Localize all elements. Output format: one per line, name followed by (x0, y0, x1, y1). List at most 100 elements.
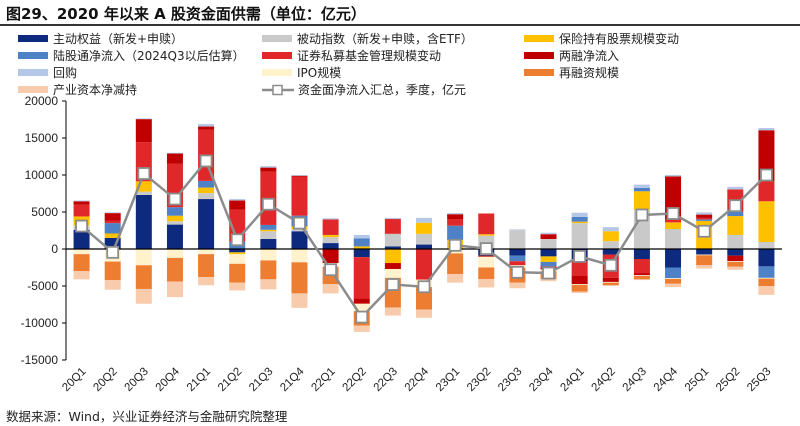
legend: 主动权益（新发+申赎） 被动指数（新发+申赎，含ETF） 保险持有股票规模变动 陆股通… (0, 28, 800, 98)
legend-item: 资金面净流入汇总，季度，亿元 (262, 81, 466, 98)
bar-segment (602, 285, 619, 286)
bar-segment (229, 252, 246, 255)
legend-item: 产业资本净减持 (18, 81, 137, 98)
legend-label: 被动指数（新发+申赎，含ETF） (297, 32, 473, 46)
bar-segment (384, 219, 401, 234)
bar-segment (166, 215, 183, 222)
bar-segment (166, 257, 183, 282)
source-note: 数据来源：Wind，兴业证券经济与金融研究院整理 (6, 409, 288, 424)
legend-swatch (18, 35, 48, 42)
total-marker (542, 266, 555, 280)
bar-segment (478, 255, 495, 257)
x-tick-label: 22Q2 (340, 366, 368, 394)
bar-segment (540, 239, 557, 249)
legend-item: 回购 (18, 64, 77, 81)
bar-segment (571, 212, 588, 217)
bar-segment (602, 231, 619, 242)
bar-segment (727, 216, 744, 235)
bar-segment (571, 216, 588, 222)
bar-segment (73, 200, 90, 202)
legend-swatch (262, 84, 294, 96)
bar-segment (322, 219, 339, 235)
bar-segment (665, 267, 682, 279)
bar-segment (665, 278, 682, 279)
legend-label: 证券私募基金管理规模变动 (297, 49, 442, 63)
bar-segment (447, 253, 464, 275)
bar-segment (229, 200, 246, 210)
bar-segment (540, 249, 557, 257)
bar-segment (353, 249, 370, 258)
legend-item: 主动权益（新发+申赎） (18, 30, 183, 47)
bar-segment (291, 176, 308, 216)
bar-segment (727, 255, 744, 262)
bar-segment (166, 224, 183, 249)
total-marker (293, 216, 306, 230)
bar-segment (633, 273, 650, 276)
bar-segment (665, 222, 682, 230)
bar-segment (229, 263, 246, 283)
bar-segment (260, 249, 277, 261)
bar-segment (633, 187, 650, 192)
bar-segment (291, 262, 308, 294)
total-marker (479, 242, 493, 256)
bar-segment (727, 261, 744, 262)
bar-segment (384, 268, 401, 278)
x-tick-label: 21Q1 (185, 366, 213, 394)
bar-segment (602, 281, 619, 283)
bar-segment (696, 265, 713, 269)
bar-segment (540, 261, 557, 267)
bar-segment (384, 246, 401, 249)
legend-swatch (262, 35, 292, 42)
bar-segment (104, 223, 121, 234)
bar-segment (291, 175, 308, 176)
bar-segment (353, 298, 370, 304)
bar-segment (416, 233, 432, 245)
x-tick-label: 25Q3 (745, 366, 773, 394)
bar-segment (665, 175, 682, 177)
bar-segment (198, 123, 215, 127)
bar-segment (135, 288, 152, 304)
bar-segment (696, 214, 713, 218)
bar-segment (758, 128, 775, 131)
bar-segment (166, 207, 183, 216)
legend-swatch (524, 52, 554, 59)
bar-segment (758, 286, 775, 295)
legend-label: 产业资本净减持 (53, 83, 138, 97)
x-tick-label: 24Q3 (621, 366, 649, 394)
bar-segment (166, 152, 183, 154)
bar-segment (166, 221, 183, 225)
y-tick-label: 15000 (25, 131, 59, 145)
x-tick-label: 25Q2 (714, 366, 742, 394)
bar-segment (602, 227, 619, 232)
bar-segment (104, 233, 121, 238)
bar-segment (198, 199, 215, 249)
legend-swatch (262, 69, 292, 76)
bar-segment (135, 194, 152, 249)
total-marker (106, 245, 120, 259)
bar-segment (135, 191, 152, 195)
bar-segment (416, 309, 432, 318)
y-tick-label: 20000 (25, 94, 59, 108)
bar-segment (727, 261, 744, 267)
total-marker (728, 199, 742, 213)
total-marker (448, 238, 462, 252)
bar-segment (571, 223, 588, 249)
bar-segment (696, 217, 713, 220)
bar-segment (540, 234, 557, 240)
x-tick-label: 23Q4 (527, 365, 556, 394)
legend-label: 两融净流入 (559, 49, 620, 63)
bar-segment (696, 249, 713, 255)
bar-segment (73, 201, 90, 205)
bar-segment (571, 291, 588, 294)
legend-label: 主动权益（新发+申赎） (53, 32, 184, 46)
total-marker (261, 197, 275, 211)
bar-segment (198, 193, 215, 200)
total-marker (573, 249, 587, 263)
bar-segment (166, 153, 183, 164)
bar-segment (135, 265, 152, 289)
legend-item: 再融资规模 (524, 64, 619, 81)
bar-segment (198, 249, 215, 255)
bar-segment (260, 224, 277, 230)
bar-segment (665, 229, 682, 249)
